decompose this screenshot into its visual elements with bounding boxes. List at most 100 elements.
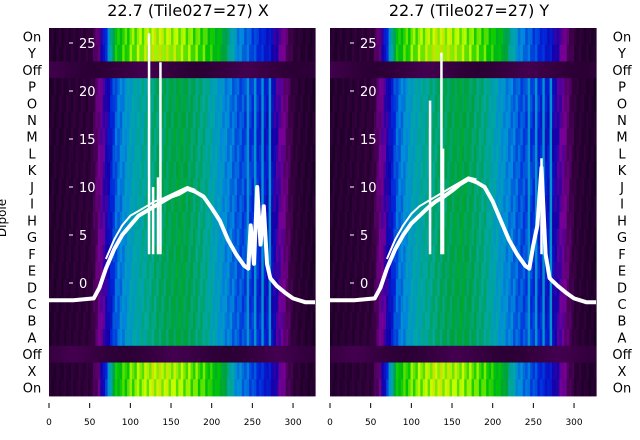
heatmap-cell xyxy=(293,94,297,113)
heatmap-cell xyxy=(305,195,309,213)
heatmap-cell xyxy=(351,228,356,246)
heatmap-cell xyxy=(344,379,348,397)
heatmap-cell xyxy=(569,61,573,79)
heatmap-cell xyxy=(219,161,223,179)
heatmap-cell xyxy=(444,195,448,213)
heatmap-cell xyxy=(119,345,123,363)
heatmap-cell xyxy=(239,178,243,196)
heatmap-cell xyxy=(388,28,392,46)
heatmap-cell xyxy=(80,195,84,213)
heatmap-cell xyxy=(500,44,504,62)
heatmap-cell xyxy=(464,161,468,179)
heatmap-cell xyxy=(105,178,109,196)
heatmap-cell xyxy=(227,212,231,230)
inner-y-tick-label: 25 xyxy=(360,37,377,52)
heatmap-cell xyxy=(412,345,417,363)
heatmap-cell xyxy=(149,178,153,196)
heatmap-cell xyxy=(51,262,55,280)
heatmap-cell xyxy=(68,94,72,113)
heatmap-cell xyxy=(112,195,116,213)
heatmap-cell xyxy=(263,195,267,213)
heatmap-cell xyxy=(295,195,299,213)
heatmap-cell xyxy=(447,78,451,96)
heatmap-cell xyxy=(513,128,517,146)
heatmap-cell xyxy=(388,94,392,113)
heatmap-cell xyxy=(58,379,62,397)
heatmap-cell xyxy=(63,94,67,113)
heatmap-cell xyxy=(415,379,419,397)
heatmap-cell xyxy=(408,161,412,179)
heatmap-cell xyxy=(381,228,385,246)
heatmap-cell xyxy=(63,345,67,363)
heatmap-cell xyxy=(268,212,272,230)
heatmap-cell xyxy=(75,228,79,246)
heatmap-cell xyxy=(234,379,238,397)
heatmap-cell xyxy=(227,345,231,363)
heatmap-cell xyxy=(200,161,204,179)
heatmap-cell xyxy=(95,295,99,313)
heatmap-cell xyxy=(63,262,67,280)
heatmap-cell xyxy=(373,111,377,129)
heatmap-cell xyxy=(442,44,446,62)
heatmap-cell xyxy=(63,28,67,46)
heatmap-cell xyxy=(217,329,221,347)
heatmap-cell xyxy=(544,345,548,363)
heatmap-cell xyxy=(122,111,126,129)
heatmap-cell xyxy=(78,245,82,263)
heatmap-cell xyxy=(366,145,370,163)
heatmap-cell xyxy=(227,145,231,163)
heatmap-cell xyxy=(347,295,351,313)
heatmap-cell xyxy=(300,228,304,246)
heatmap-cell xyxy=(139,345,143,363)
heatmap-cell xyxy=(559,329,563,347)
heatmap-cell xyxy=(97,345,101,363)
heatmap-cell xyxy=(266,228,270,246)
heatmap-cell xyxy=(271,379,275,397)
heatmap-cell xyxy=(207,345,211,363)
heatmap-cell xyxy=(232,379,236,397)
heatmap-cell xyxy=(527,262,531,280)
heatmap-cell xyxy=(310,379,314,397)
heatmap-cell xyxy=(505,94,509,113)
heatmap-cell xyxy=(495,94,499,113)
heatmap-cell xyxy=(70,362,75,380)
heatmap-cell xyxy=(478,345,482,363)
heatmap-cell xyxy=(376,345,380,363)
heatmap-cell xyxy=(588,212,592,230)
heatmap-cell xyxy=(234,278,238,297)
heatmap-cell xyxy=(112,94,116,113)
heatmap-cell xyxy=(275,312,279,330)
heatmap-cell xyxy=(554,161,558,179)
heatmap-cell xyxy=(344,94,348,113)
heatmap-cell xyxy=(210,312,214,330)
heatmap-cell xyxy=(100,61,104,79)
heatmap-cell xyxy=(525,44,529,62)
heatmap-cell xyxy=(134,111,138,129)
heatmap-cell xyxy=(190,228,194,246)
heatmap-cell xyxy=(183,245,187,263)
heatmap-cell xyxy=(266,362,270,380)
heatmap-cell xyxy=(503,278,507,297)
heatmap-cell xyxy=(527,329,531,347)
heatmap-cell xyxy=(83,362,87,380)
heatmap-cell xyxy=(124,44,128,62)
heatmap-cell xyxy=(234,145,238,163)
heatmap-cell xyxy=(139,212,143,230)
heatmap-cell xyxy=(408,111,412,129)
heatmap-cell xyxy=(144,111,148,129)
heatmap-cell xyxy=(249,345,253,363)
heatmap-cell xyxy=(395,362,399,380)
heatmap-cell xyxy=(92,161,96,179)
heatmap-cell xyxy=(61,195,65,213)
heatmap-cell xyxy=(449,345,453,363)
heatmap-cell xyxy=(408,312,412,330)
heatmap-cell xyxy=(180,111,184,129)
heatmap-cell xyxy=(224,195,228,213)
heatmap-cell xyxy=(141,312,145,330)
heatmap-cell xyxy=(412,28,417,46)
heatmap-cell xyxy=(393,195,397,213)
heatmap-cell xyxy=(549,262,553,280)
heatmap-cell xyxy=(214,178,218,196)
heatmap-cell xyxy=(212,161,216,179)
heatmap-cell xyxy=(273,61,277,79)
